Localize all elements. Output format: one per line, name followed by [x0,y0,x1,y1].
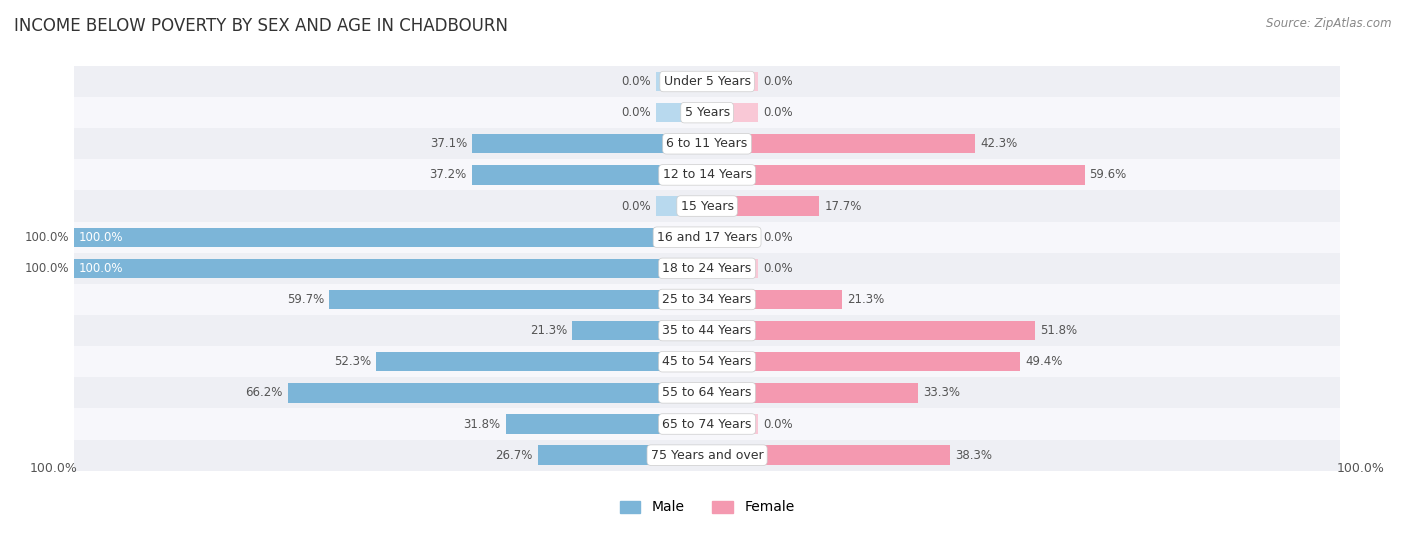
Text: 26.7%: 26.7% [495,449,533,462]
Text: 59.7%: 59.7% [287,293,323,306]
Bar [707,103,758,122]
Text: 38.3%: 38.3% [955,449,991,462]
Text: 37.2%: 37.2% [429,168,467,182]
Text: 66.2%: 66.2% [246,386,283,399]
Legend: Male, Female: Male, Female [614,495,800,520]
Text: 0.0%: 0.0% [621,200,651,212]
Bar [538,446,707,465]
Bar [75,346,1340,377]
Text: 0.0%: 0.0% [763,418,793,430]
Text: 5 Years: 5 Years [685,106,730,119]
Text: Source: ZipAtlas.com: Source: ZipAtlas.com [1267,17,1392,30]
Bar [506,414,707,434]
Text: 55 to 64 Years: 55 to 64 Years [662,386,752,399]
Text: 25 to 34 Years: 25 to 34 Years [662,293,752,306]
Text: 37.1%: 37.1% [430,138,467,150]
Bar [472,134,707,153]
Bar [75,159,1340,191]
Bar [707,134,974,153]
Text: 35 to 44 Years: 35 to 44 Years [662,324,752,337]
Bar [75,97,1340,128]
Bar [707,72,758,91]
Text: 6 to 11 Years: 6 to 11 Years [666,138,748,150]
Bar [707,446,949,465]
Bar [75,409,1340,439]
Bar [75,439,1340,471]
Text: 21.3%: 21.3% [530,324,567,337]
Bar [75,253,1340,284]
Bar [75,284,1340,315]
Bar [75,228,707,247]
Text: 100.0%: 100.0% [79,231,124,244]
Bar [75,259,707,278]
Bar [707,352,1019,371]
Text: 18 to 24 Years: 18 to 24 Years [662,262,752,275]
Bar [707,228,758,247]
Text: 17.7%: 17.7% [824,200,862,212]
Bar [75,315,1340,346]
Bar [657,103,707,122]
Text: 16 and 17 Years: 16 and 17 Years [657,231,758,244]
Text: 52.3%: 52.3% [333,355,371,368]
Text: 31.8%: 31.8% [464,418,501,430]
Text: 0.0%: 0.0% [763,262,793,275]
Text: 0.0%: 0.0% [621,75,651,88]
Bar [288,383,707,402]
Text: 12 to 14 Years: 12 to 14 Years [662,168,752,182]
Bar [707,259,758,278]
Bar [707,196,820,216]
Bar [375,352,707,371]
Text: 21.3%: 21.3% [846,293,884,306]
Text: 0.0%: 0.0% [763,231,793,244]
Text: 59.6%: 59.6% [1090,168,1126,182]
Text: 0.0%: 0.0% [763,75,793,88]
Bar [707,165,1084,184]
Text: 45 to 54 Years: 45 to 54 Years [662,355,752,368]
Bar [75,191,1340,221]
Text: 15 Years: 15 Years [681,200,734,212]
Bar [572,321,707,340]
Bar [329,290,707,309]
Bar [707,290,842,309]
Text: 100.0%: 100.0% [24,262,69,275]
Text: 100.0%: 100.0% [30,462,77,475]
Text: INCOME BELOW POVERTY BY SEX AND AGE IN CHADBOURN: INCOME BELOW POVERTY BY SEX AND AGE IN C… [14,17,508,35]
Text: Under 5 Years: Under 5 Years [664,75,751,88]
Bar [75,66,1340,97]
Text: 75 Years and over: 75 Years and over [651,449,763,462]
Text: 0.0%: 0.0% [763,106,793,119]
Text: 0.0%: 0.0% [621,106,651,119]
Bar [707,414,758,434]
Bar [471,165,707,184]
Bar [657,196,707,216]
Text: 100.0%: 100.0% [1337,462,1385,475]
Text: 51.8%: 51.8% [1040,324,1077,337]
Text: 33.3%: 33.3% [922,386,960,399]
Bar [75,128,1340,159]
Bar [707,321,1035,340]
Text: 65 to 74 Years: 65 to 74 Years [662,418,752,430]
Text: 42.3%: 42.3% [980,138,1018,150]
Bar [657,72,707,91]
Text: 49.4%: 49.4% [1025,355,1063,368]
Text: 100.0%: 100.0% [24,231,69,244]
Bar [75,377,1340,409]
Text: 100.0%: 100.0% [79,262,124,275]
Bar [707,383,918,402]
Bar [75,221,1340,253]
